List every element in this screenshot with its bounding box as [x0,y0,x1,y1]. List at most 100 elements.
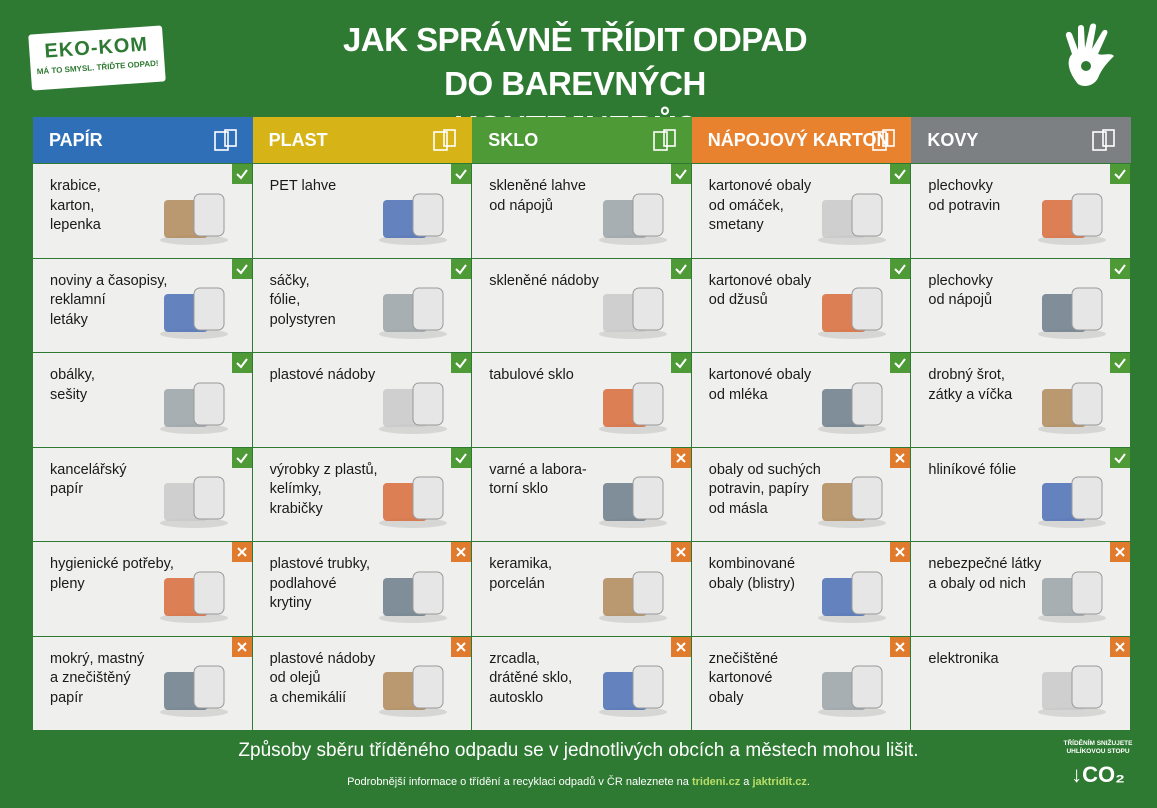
item-cell: sáčky, fólie, polystyren [252,257,473,352]
picture-shape [632,665,664,709]
check-mark [455,358,467,369]
item-picture [379,193,448,245]
link[interactable]: trideni.cz [691,776,741,788]
info-text: . [806,776,810,788]
link[interactable]: jaktridit.cz [752,776,807,788]
check-mark [455,263,467,275]
check-badge [890,353,911,373]
item-cell: drobný šrot, zátky a víčka [911,352,1131,447]
column: KOVY plechovky od potravin plechovky od ná… [911,117,1131,730]
badge-bg [231,447,252,468]
item-cell: nebezpečné látky a obaly od nich [911,541,1131,636]
item-picture [598,382,667,434]
column-header: PAPÍR [33,117,253,163]
badge-bg [1109,353,1130,373]
badge-bg [231,353,252,373]
picture-shape [193,665,225,709]
bin-icon [213,129,237,151]
check-mark [235,263,248,275]
co2-badge: TŘÍDĚNÍM SNIŽUJETE UHLÍKOVOU STOPU ↓CO₂ [1062,740,1134,788]
item-picture [818,382,887,434]
logo: EKO-KOM MÁ TO SMYSL. TŘIĎTE ODPAD! [28,25,166,91]
picture-shape [632,571,664,614]
item-picture [379,476,448,528]
cross-mark [1115,641,1125,652]
item-label: PET lahve [269,178,337,194]
picture-shape [632,287,664,331]
item-picture [598,287,667,339]
icon-shape [882,129,896,147]
check-badge [670,164,691,184]
item-picture [1037,382,1106,434]
picture-shape [851,193,883,236]
cross-mark [895,641,906,652]
info-text: a [740,776,753,788]
item-cell: plastové nádoby [252,352,473,447]
picture-shape [412,287,444,331]
item-picture [1037,193,1106,245]
item-cell: tabulové sklo [472,352,692,447]
check-mark [235,452,248,464]
item-label: hliníkové fólie [928,461,1017,478]
picture-shape [1071,193,1103,236]
picture-shape [1071,571,1103,614]
item-picture [818,287,887,339]
badge-bg [451,164,472,184]
item-label: kartonové obaly od džusů [708,272,812,309]
item-cell: keramika, porcelán [472,541,692,636]
picture-shape [193,382,225,425]
check-mark [455,452,467,464]
cross-badge [451,636,472,657]
icon-shape [1092,131,1107,151]
picture-shape [1071,382,1103,425]
item-picture [1037,287,1106,339]
cross-badge [670,636,691,657]
badge-bg [890,164,911,184]
check-badge [231,447,252,468]
item-label: varné a labora- torní sklo [489,461,587,498]
item-picture [598,571,667,623]
item-cell: hliníkové fólie [911,446,1131,541]
item-label: plastové nádoby [269,367,376,383]
check-mark [675,263,687,275]
check-mark [894,263,907,275]
item-cell: kancelářský papír [33,446,253,541]
column-header: SKLO [472,117,692,163]
picture-shape [851,665,883,709]
item-label: skleněné lahve od nápojů [489,178,586,214]
footer-note: Způsoby sběru tříděného odpadu se v jedn… [238,740,919,761]
icon-shape [662,129,676,147]
cross-badge [1109,542,1130,562]
picture-shape [412,571,444,614]
cross-badge [890,636,911,657]
item-cell: hygienické potřeby, pleny [33,541,253,636]
item-picture [159,193,228,245]
item-picture [159,476,228,528]
item-label: sáčky, fólie, polystyren [269,272,336,328]
item-picture [598,476,667,528]
item-cell: krabice, karton, lepenka [33,163,253,258]
check-badge [1109,164,1130,184]
column: NÁPOJOVÝ KARTON kartonové obaly od omáček… [691,117,912,730]
badge-bg [451,353,472,373]
item-label: výrobky z plastů, kelímky, krabičky [269,461,378,517]
badge-bg [890,258,911,279]
item-picture [159,287,228,339]
item-label: kombinované obaly (blistry) [708,556,796,592]
picture-shape [1071,665,1103,709]
cross-mark [676,641,686,652]
check-mark [235,169,248,180]
bin-icon [872,129,896,151]
item-cell: zrcadla, drátěné sklo, autosklo [472,635,692,730]
item-cell: kartonové obaly od omáček, smetany [691,163,912,258]
column-header: PLAST [252,117,473,163]
item-label: obaly od suchých potravin, papíry od más… [708,461,821,517]
check-mark [1114,263,1126,275]
item-picture [379,382,448,434]
item-cell: plechovky od nápojů [911,257,1131,352]
item-cell: mokrý, mastný a znečištěný papír [33,635,253,730]
item-label: plastové nádoby od olejů a chemikálií [269,650,376,706]
cross-mark [676,547,686,557]
item-label: plechovky od nápojů [928,272,993,309]
